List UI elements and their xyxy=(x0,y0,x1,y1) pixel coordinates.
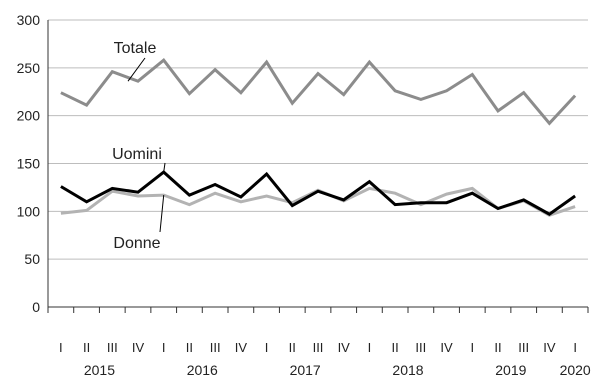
annotation-leader-totale xyxy=(127,57,146,82)
gridlines xyxy=(48,19,588,308)
year-tick-label: 2018 xyxy=(392,362,423,378)
quarter-tick-label: I xyxy=(265,340,269,355)
annotation-leader-donne xyxy=(159,195,165,233)
quarter-tick-label: IV xyxy=(440,340,453,355)
series-line-uomini xyxy=(60,170,576,216)
y-tick-label: 200 xyxy=(17,108,41,124)
series-line-totale xyxy=(60,58,577,126)
quarter-tick-label: IV xyxy=(235,340,248,355)
quarter-tick-label: II xyxy=(83,340,90,355)
quarter-tick-label: I xyxy=(368,340,372,355)
y-tick-label: 50 xyxy=(24,251,40,267)
annotation-leader-uomini xyxy=(163,162,166,173)
quarter-tick-label: IV xyxy=(543,340,556,355)
quarter-tick-label: III xyxy=(313,340,324,355)
year-tick-label: 2015 xyxy=(84,362,115,378)
quarter-tick-label: II xyxy=(494,340,501,355)
quarter-tick-label: IV xyxy=(338,340,351,355)
quarter-tick-label: II xyxy=(289,340,296,355)
quarter-tick-label: II xyxy=(392,340,399,355)
y-tick-label: 0 xyxy=(32,299,40,315)
quarter-tick-label: IV xyxy=(132,340,145,355)
y-tick-label: 150 xyxy=(17,156,41,172)
quarter-tick-label: III xyxy=(518,340,529,355)
x-axis: I II III IV I II III IV I II III IV I II III IV I II III IV… xyxy=(47,307,591,378)
year-tick-label: 2017 xyxy=(290,362,321,378)
series-annotations: Totale Uomini Donne xyxy=(112,40,166,252)
y-tick-label: 250 xyxy=(17,60,41,76)
quarter-tick-label: I xyxy=(59,340,63,355)
quarter-tick-label: I xyxy=(162,340,166,355)
annotation-label-totale: Totale xyxy=(114,40,157,57)
quarter-tick-label: III xyxy=(415,340,426,355)
quarter-tick-label: II xyxy=(186,340,193,355)
year-tick-label: 2019 xyxy=(495,362,526,378)
quarter-tick-label: III xyxy=(107,340,118,355)
series-lines xyxy=(60,58,577,217)
year-tick-label: 2016 xyxy=(187,362,218,378)
y-tick-label: 100 xyxy=(17,203,41,219)
annotation-label-donne: Donne xyxy=(113,235,160,252)
annotation-label-uomini: Uomini xyxy=(112,146,162,163)
year-tick-label: 2020 xyxy=(560,362,591,378)
y-axis: 0 50 100 150 200 250 300 xyxy=(17,12,49,315)
quarter-tick-label: III xyxy=(210,340,221,355)
quarter-tick-label: I xyxy=(573,340,577,355)
quarter-tick-label: I xyxy=(470,340,474,355)
y-tick-label: 300 xyxy=(17,12,41,28)
